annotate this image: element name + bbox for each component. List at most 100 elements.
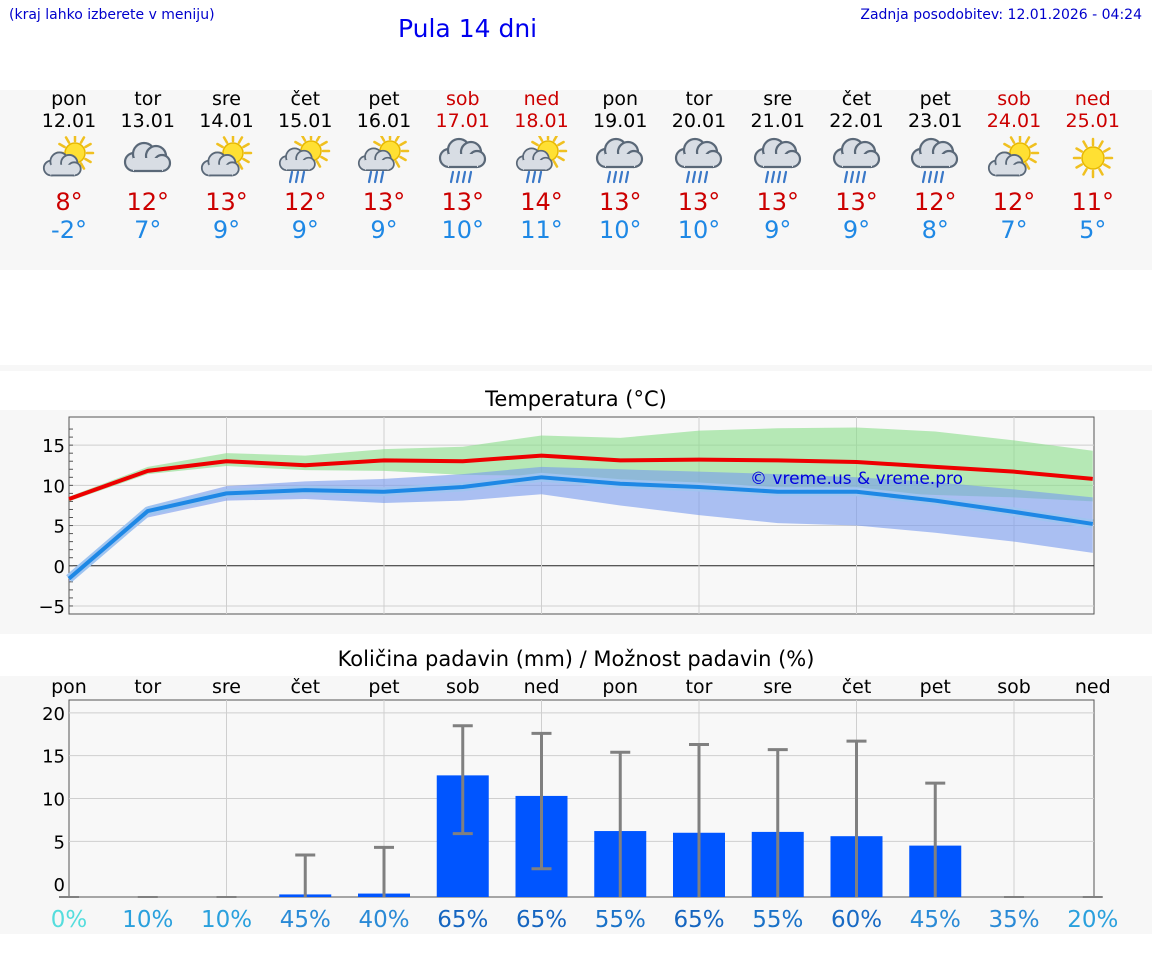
temp-tick-label: 15	[42, 436, 65, 457]
temp-min: 9°	[370, 216, 398, 244]
temp-max: 12°	[913, 188, 957, 216]
precip-day-label: ned	[524, 676, 560, 698]
temp-max: 12°	[992, 188, 1036, 216]
precip-probability: 55%	[595, 907, 646, 933]
precip-day-label: pon	[51, 676, 87, 698]
precip-day-label: pet	[368, 676, 399, 698]
precip-day-label: sre	[763, 676, 792, 698]
temperature-chart-title: Temperatura (°C)	[485, 387, 667, 411]
temp-max: 12°	[283, 188, 327, 216]
day-date: 14.01	[199, 110, 254, 132]
day-column: sob 24.01 12° 7°	[974, 88, 1054, 244]
forecast-strip-background	[0, 90, 1152, 270]
precip-probability: 60%	[831, 907, 882, 933]
page-title: Pula 14 dni	[398, 14, 538, 43]
day-name: sob	[997, 88, 1031, 110]
precip-day-label: čet	[290, 676, 320, 698]
precip-chart-title: Količina padavin (mm) / Možnost padavin …	[337, 647, 815, 671]
precip-day-label: sob	[997, 676, 1031, 698]
cloud-rain-icon	[832, 137, 880, 184]
precip-day-label: tor	[686, 676, 713, 698]
cloud-icon	[123, 141, 171, 173]
cloud-rain-icon	[911, 137, 959, 184]
sun-cloud-icon	[42, 136, 95, 177]
precip-tick-label: 10	[42, 790, 65, 811]
day-column: pet 16.01 13° 9°	[344, 88, 424, 244]
day-date: 25.01	[1065, 110, 1120, 132]
precip-day-label: tor	[134, 676, 161, 698]
day-name: ned	[523, 88, 560, 110]
day-date: 22.01	[829, 110, 884, 132]
sun-cloud-icon	[987, 136, 1040, 177]
temp-min: 7°	[134, 216, 162, 244]
temp-min: 10°	[598, 216, 642, 244]
precip-probability: 65%	[516, 907, 567, 933]
precip-probability: 35%	[988, 907, 1039, 933]
cloud-rain-icon	[596, 137, 644, 184]
precip-tick-label: 0	[54, 875, 65, 896]
day-column: ned 18.01 14° 11°	[502, 88, 582, 244]
precip-probability: 65%	[437, 907, 488, 933]
temp-max: 13°	[598, 188, 642, 216]
watermark: © vreme.us & vreme.pro	[750, 469, 963, 489]
precip-day-label: pet	[920, 676, 951, 698]
temp-tick-label: 5	[54, 517, 65, 538]
temp-min: 11°	[520, 216, 563, 244]
temp-tick-label: −5	[38, 597, 65, 618]
precip-tick-label: 5	[54, 832, 65, 853]
day-column: pet 23.01 12° 8°	[895, 88, 975, 244]
temp-max: 13°	[362, 188, 406, 216]
day-date: 13.01	[120, 110, 175, 132]
temp-min: -2°	[51, 216, 87, 244]
precip-day-label: pon	[602, 676, 638, 698]
precip-tick-label: 20	[42, 704, 65, 725]
temp-max: 13°	[441, 188, 485, 216]
precip-day-label: čet	[842, 676, 872, 698]
temp-max: 13°	[677, 188, 721, 216]
sun-cloud-rain-icon	[357, 136, 410, 184]
cloud-rain-icon	[674, 137, 723, 184]
temp-max: 13°	[756, 188, 800, 216]
day-date: 20.01	[671, 110, 727, 132]
day-date: 23.01	[908, 110, 963, 132]
day-name: pon	[602, 88, 639, 110]
temp-tick-label: 0	[54, 557, 65, 578]
precip-day-label: ned	[1075, 676, 1111, 698]
min-temperature-line	[67, 475, 1094, 581]
day-date: 15.01	[278, 110, 333, 132]
day-date: 21.01	[750, 110, 805, 132]
precip-probability: 10%	[201, 907, 252, 933]
max-temperature-line	[68, 453, 1093, 501]
city-menu-hint: (kraj lahko izberete v meniju)	[9, 7, 215, 23]
day-name: čet	[290, 88, 321, 110]
precip-probability: 45%	[910, 907, 961, 933]
sun-cloud-icon	[200, 136, 252, 177]
temp-min: 10°	[441, 216, 485, 244]
temp-min: 8°	[921, 216, 949, 244]
temp-min: 5°	[1079, 216, 1107, 244]
day-name: ned	[1074, 88, 1111, 110]
sun-cloud-rain-icon	[279, 136, 331, 184]
precip-tick-label: 15	[42, 747, 65, 768]
precip-probability: 10%	[122, 907, 173, 933]
temp-max: 12°	[126, 188, 170, 216]
day-column: čet 22.01 13° 9°	[817, 88, 897, 244]
day-column: čet 15.01 12° 9°	[265, 88, 345, 244]
day-column: sre 21.01 13° 9°	[738, 88, 818, 244]
temp-min: 7°	[1000, 216, 1028, 244]
day-column: pon 12.01 8° -2°	[29, 88, 109, 244]
cloud-rain-icon	[438, 137, 486, 184]
day-date: 12.01	[41, 110, 97, 132]
day-name: tor	[685, 88, 713, 110]
day-name: pet	[368, 88, 400, 110]
day-name: pet	[919, 88, 951, 110]
temp-min: 9°	[291, 216, 319, 244]
cloud-rain-icon	[753, 137, 801, 184]
day-date: 16.01	[356, 110, 412, 132]
temp-max: 13°	[205, 188, 248, 216]
day-column: ned 25.01 11° 5°	[1053, 88, 1133, 244]
precip-probability: 45%	[280, 907, 331, 933]
day-column: sre 14.01 13° 9°	[187, 88, 267, 244]
day-date: 17.01	[435, 110, 490, 132]
